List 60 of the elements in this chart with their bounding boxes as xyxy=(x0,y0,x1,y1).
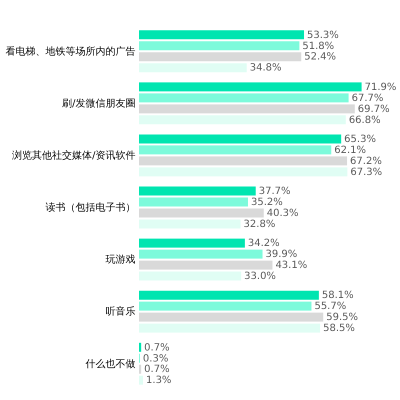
bar xyxy=(139,260,272,270)
bar xyxy=(139,302,312,311)
bar xyxy=(139,272,242,281)
bar xyxy=(139,41,300,50)
data-label: 58.1% xyxy=(322,290,354,302)
bar xyxy=(139,167,348,176)
y-tick-label: 玩游戏 xyxy=(106,254,136,266)
data-label: 59.5% xyxy=(326,312,358,324)
y-tick-label: 浏览其他社交媒体/资讯软件 xyxy=(12,149,136,162)
data-label: 62.1% xyxy=(334,144,366,156)
data-label: 32.8% xyxy=(244,218,276,230)
bar xyxy=(139,93,349,102)
bar xyxy=(139,376,144,385)
bar xyxy=(139,290,319,300)
data-label: 69.7% xyxy=(358,104,390,115)
data-label: 34.2% xyxy=(248,238,280,250)
data-label: 0.3% xyxy=(142,353,168,364)
data-label: 58.5% xyxy=(323,323,355,334)
data-label: 55.7% xyxy=(314,301,346,312)
data-label: 67.2% xyxy=(350,156,382,167)
data-label: 52.4% xyxy=(304,52,336,63)
data-label: 0.7% xyxy=(144,364,170,376)
y-tick-label: 什么也不做 xyxy=(86,358,136,370)
data-label: 51.8% xyxy=(302,40,334,52)
data-label: 40.3% xyxy=(266,208,299,219)
data-label: 65.3% xyxy=(344,134,376,145)
bar xyxy=(139,82,362,92)
data-label: 39.9% xyxy=(266,249,298,260)
bar xyxy=(139,156,348,166)
data-label: 66.8% xyxy=(348,114,381,126)
bar xyxy=(139,186,256,196)
data-label: 35.2% xyxy=(250,197,283,208)
data-label: 33.0% xyxy=(244,271,276,282)
bar xyxy=(139,208,264,218)
bar xyxy=(139,145,332,154)
data-label: 37.7% xyxy=(258,186,291,198)
data-label: 71.9% xyxy=(364,82,396,93)
data-label: 53.3% xyxy=(307,30,339,41)
bar xyxy=(139,324,320,333)
bar xyxy=(139,238,245,248)
bar xyxy=(139,115,346,124)
data-label: 1.3% xyxy=(146,375,172,386)
bar xyxy=(139,198,248,207)
y-tick-label: 看电梯、地铁等场所内的广告 xyxy=(6,45,136,58)
bar xyxy=(139,52,302,62)
data-label: 0.7% xyxy=(144,342,170,354)
bar xyxy=(139,134,342,144)
bar xyxy=(139,219,241,228)
bar xyxy=(139,250,263,259)
data-label: 43.1% xyxy=(275,260,308,272)
bar xyxy=(139,30,304,40)
data-label: 67.3% xyxy=(350,166,382,178)
y-tick-label: 听音乐 xyxy=(106,306,136,318)
data-label: 34.8% xyxy=(250,62,282,74)
y-tick-label: 读书（包括电子书） xyxy=(46,202,136,214)
data-label: 67.7% xyxy=(352,92,384,104)
bar xyxy=(139,104,355,114)
bar xyxy=(139,63,247,72)
bar xyxy=(139,312,324,322)
y-tick-label: 刷/发微信朋友圈 xyxy=(62,97,136,110)
